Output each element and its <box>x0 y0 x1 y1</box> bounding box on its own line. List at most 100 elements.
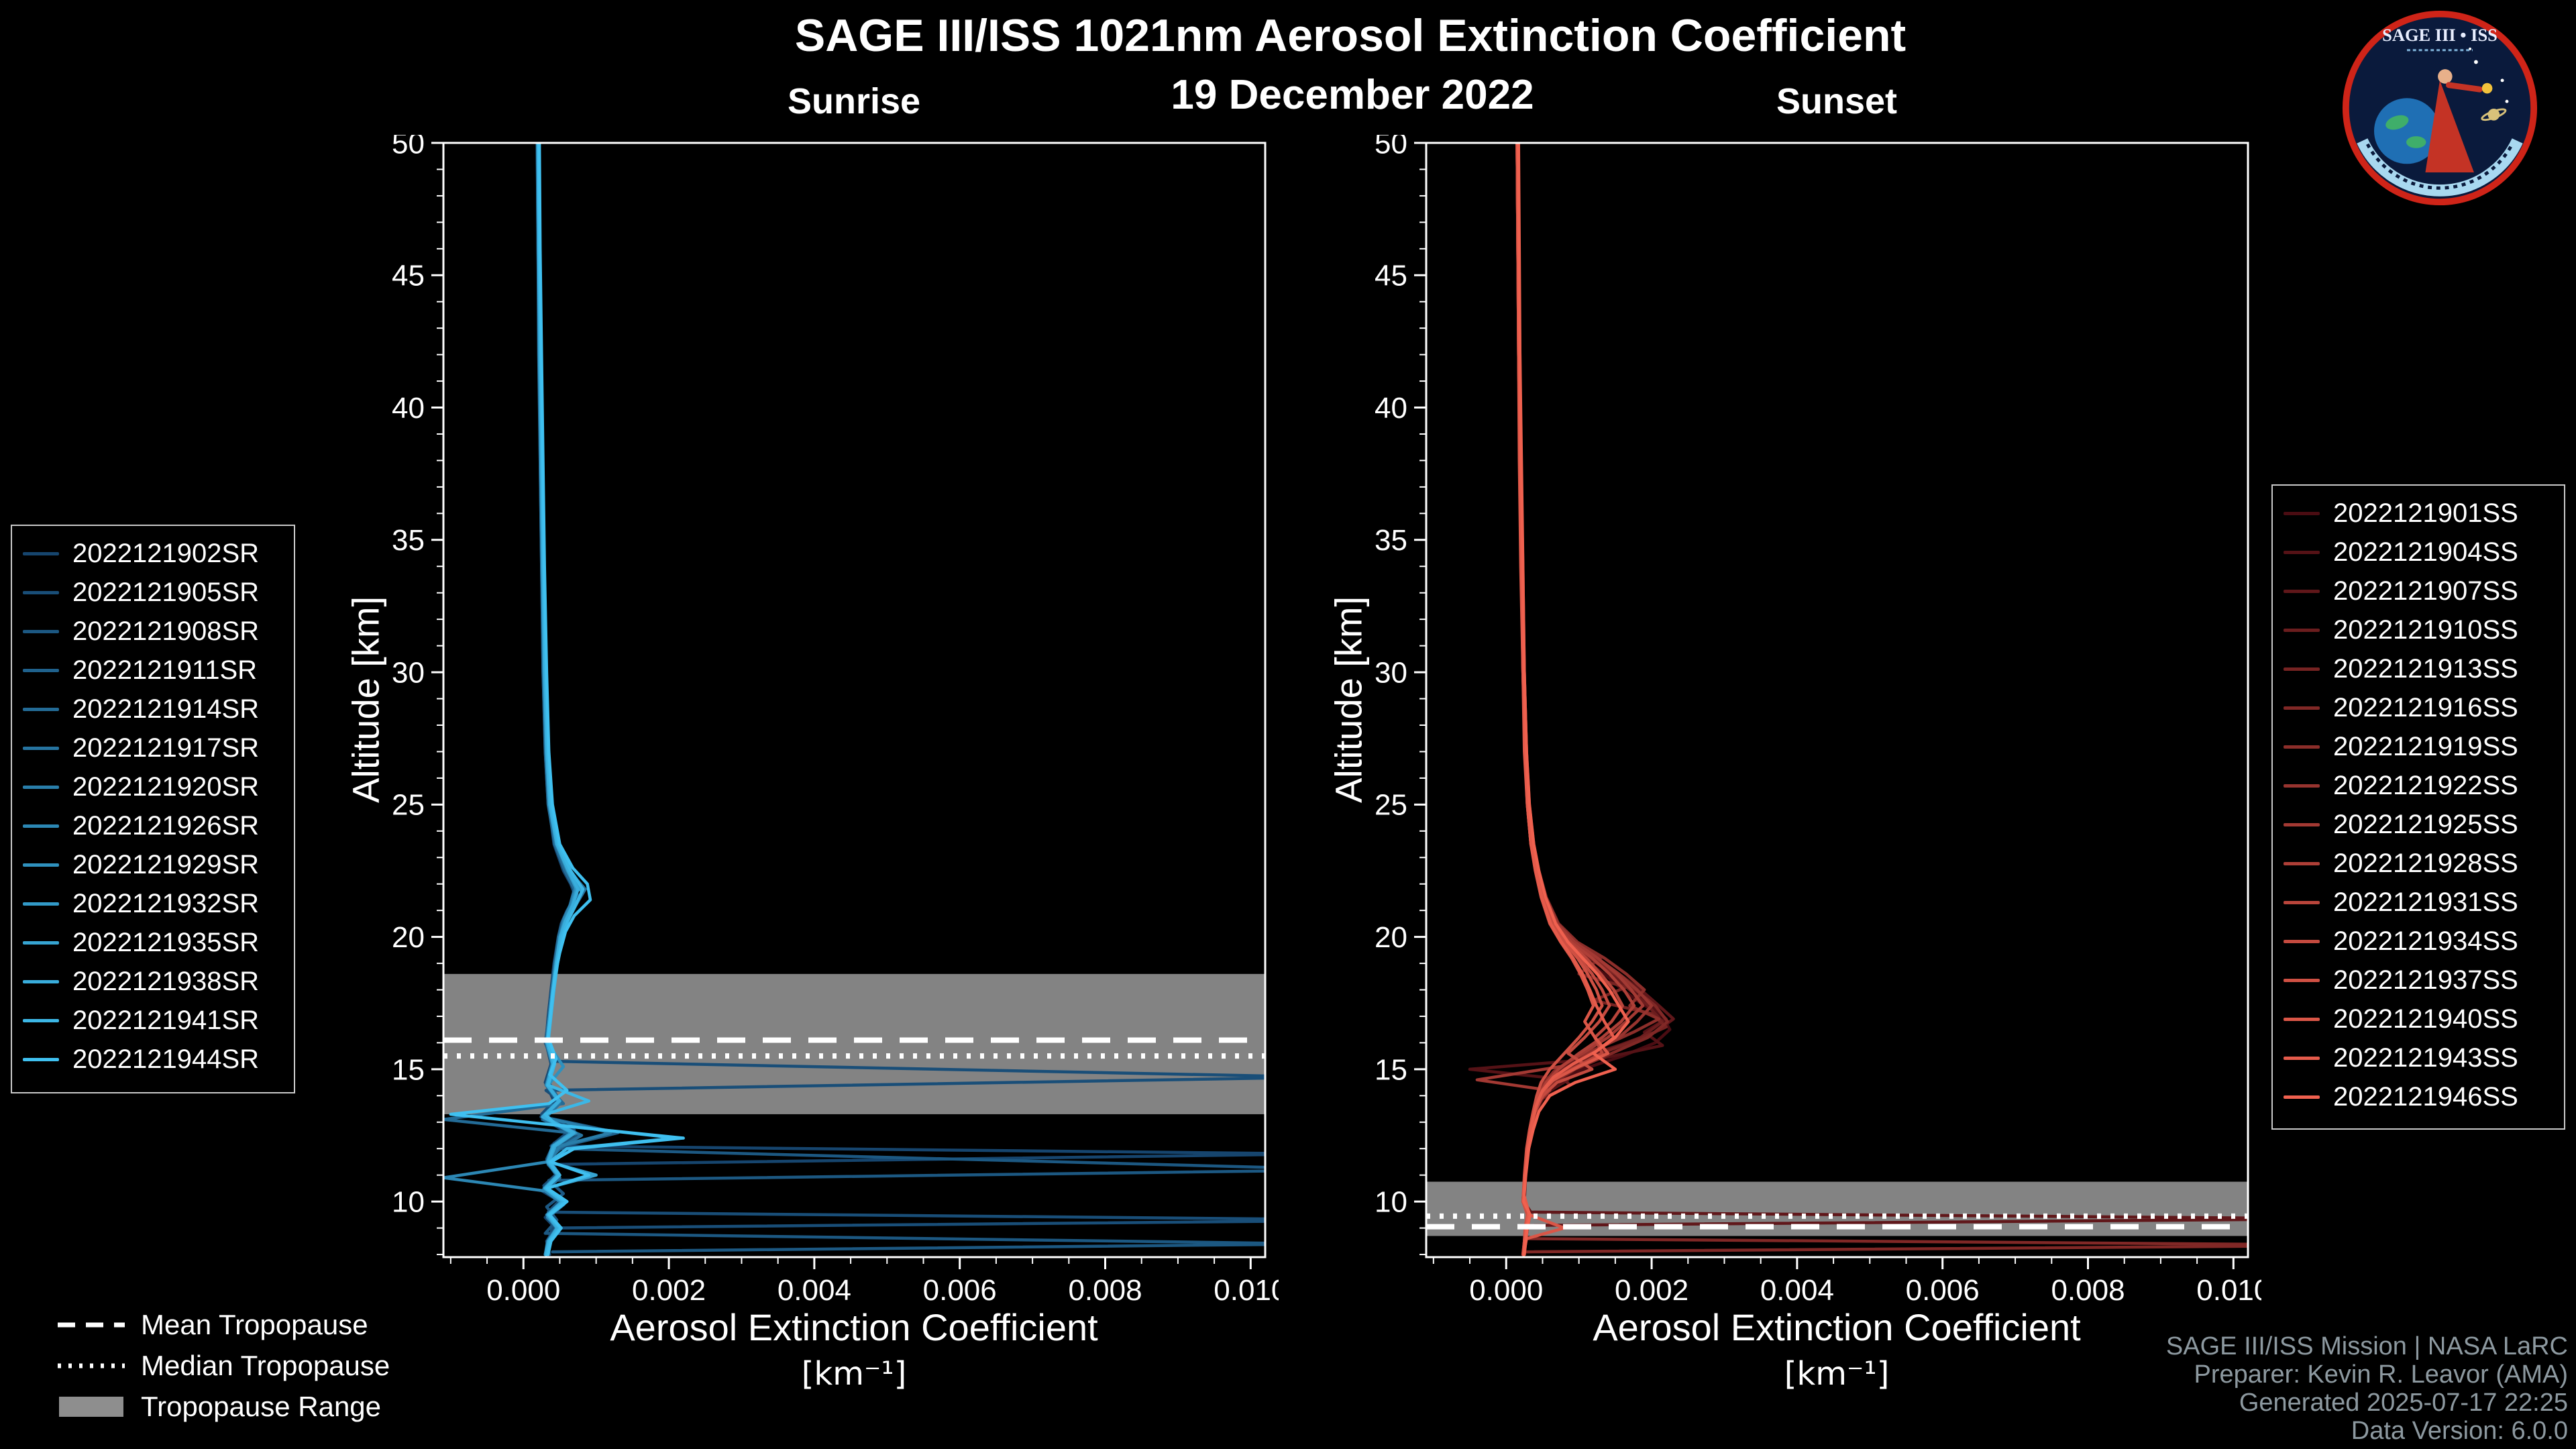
series-label: 2022121938SR <box>72 966 260 996</box>
legend-item: 2022121920SR <box>23 767 283 806</box>
legend-item: 2022121902SR <box>23 534 283 573</box>
series-label: 2022121914SR <box>72 694 260 724</box>
series-label: 2022121905SR <box>72 577 260 607</box>
legend-item: 2022121917SR <box>23 729 283 767</box>
y-tick-label: 45 <box>392 260 425 292</box>
series-label: 2022121902SR <box>72 538 260 568</box>
series-label: 2022121904SS <box>2333 537 2518 567</box>
x-tick-label: 0.006 <box>1906 1274 1980 1307</box>
series-label: 2022121943SS <box>2333 1042 2518 1073</box>
series-label: 2022121931SS <box>2333 887 2518 917</box>
series-color-swatch <box>23 785 59 789</box>
legend-item: 2022121905SR <box>23 573 283 612</box>
legend-item: 2022121938SR <box>23 962 283 1001</box>
tropopause-legend-row: Tropopause Range <box>56 1386 390 1427</box>
series-color-swatch <box>2284 745 2320 749</box>
sunrise-legend: 2022121902SR 2022121905SR 2022121908SR 2022… <box>11 525 295 1093</box>
series-color-swatch <box>2284 628 2320 632</box>
series-color-swatch <box>2284 550 2320 554</box>
x-axis-label-sunrise: Aerosol Extinction Coefficient <box>610 1306 1098 1348</box>
footer-line: Preparer: Kevin R. Leavor (AMA) <box>2194 1360 2568 1389</box>
series-color-swatch <box>2284 978 2320 982</box>
x-tick-label: 0.004 <box>777 1274 851 1307</box>
series-color-swatch <box>2284 939 2320 943</box>
series-color-swatch <box>2284 1095 2320 1099</box>
series-color-swatch <box>2284 1017 2320 1021</box>
legend-item: 2022121908SR <box>23 612 283 651</box>
legend-item: 2022121926SR <box>23 806 283 845</box>
y-tick-label: 45 <box>1375 260 1407 292</box>
series-color-swatch <box>2284 900 2320 904</box>
x-tick-label: 0.008 <box>2051 1274 2125 1307</box>
series-label: 2022121907SS <box>2333 576 2518 606</box>
logo-sun <box>2481 83 2493 94</box>
series-color-swatch <box>23 629 59 633</box>
x-axis-units-sunset: [km⁻¹] <box>1784 1355 1890 1393</box>
series-label: 2022121946SS <box>2333 1081 2518 1112</box>
tropopause-legend-label: Median Tropopause <box>141 1349 390 1381</box>
series-color-swatch <box>23 1018 59 1022</box>
legend-item: 2022121919SS <box>2284 727 2553 766</box>
series-color-swatch <box>2284 511 2320 515</box>
legend-item: 2022121937SS <box>2284 961 2553 1000</box>
logo-figure-arm <box>2446 82 2483 93</box>
footer-line: SAGE III/ISS Mission | NASA LaRC <box>2165 1332 2568 1360</box>
x-tick-label: 0.006 <box>923 1274 997 1307</box>
legend-item: 2022121914SR <box>23 690 283 729</box>
series-color-swatch <box>23 746 59 750</box>
sunset-legend: 2022121901SS 2022121904SS 2022121907SS 2022… <box>2271 484 2565 1130</box>
logo-earth <box>2374 98 2440 164</box>
x-tick-label: 0.010 <box>1214 1274 1279 1307</box>
legend-item: 2022121911SR <box>23 651 283 690</box>
tropopause-legend-label: Tropopause Range <box>141 1390 382 1422</box>
series-label: 2022121910SS <box>2333 614 2518 645</box>
series-label: 2022121916SS <box>2333 692 2518 722</box>
dashed-swatch <box>58 1322 125 1327</box>
y-tick-label: 50 <box>392 135 425 160</box>
profile-2022121925SS <box>1475 143 1645 1256</box>
logo-figure-robe <box>2425 80 2474 173</box>
series-color-swatch <box>23 668 59 672</box>
y-tick-label: 20 <box>1375 921 1407 954</box>
profile-2022121907SS <box>1516 143 2248 1256</box>
profile-2022121944SR <box>449 143 685 1256</box>
legend-item: 2022121922SS <box>2284 766 2553 805</box>
tropopause-legend-row: Median Tropopause <box>56 1345 390 1386</box>
y-tick-label: 20 <box>392 921 425 954</box>
tropopause-legend: Mean Tropopause Median Tropopause Tropopau… <box>56 1304 390 1427</box>
legend-item: 2022121904SS <box>2284 533 2553 572</box>
legend-item: 2022121941SR <box>23 1001 283 1040</box>
logo-earth-land <box>2385 115 2409 130</box>
credits-footer: SAGE III/ISS Mission | NASA LaRC Preparer… <box>2166 1332 2568 1445</box>
series-color-swatch <box>23 590 59 594</box>
series-label: 2022121920SR <box>72 771 260 802</box>
legend-item: 2022121934SS <box>2284 922 2553 961</box>
series-label: 2022121925SS <box>2333 809 2518 839</box>
series-color-swatch <box>2284 784 2320 788</box>
legend-item: 2022121931SS <box>2284 883 2553 922</box>
x-tick-label: 0.002 <box>632 1274 706 1307</box>
series-color-swatch <box>23 551 59 555</box>
series-label: 2022121937SS <box>2333 965 2518 995</box>
legend-item: 2022121932SR <box>23 884 283 923</box>
legend-item: 2022121940SS <box>2284 1000 2553 1038</box>
y-tick-label: 25 <box>392 789 425 822</box>
series-label: 2022121934SS <box>2333 926 2518 956</box>
series-label: 2022121913SS <box>2333 653 2518 684</box>
series-label: 2022121941SR <box>72 1005 260 1035</box>
series-label: 2022121935SR <box>72 927 260 957</box>
sunset-chart: 0.000 0.002 0.004 0.006 0.008 0.010 10 15 20 25 30… <box>1375 135 2261 1307</box>
y-tick-label: 35 <box>392 524 425 557</box>
y-tick-label: 30 <box>1375 656 1407 689</box>
y-tick-label: 35 <box>1375 524 1407 557</box>
series-label: 2022121901SS <box>2333 498 2518 528</box>
sunrise-panel-title: Sunrise <box>787 81 921 121</box>
series-label: 2022121932SR <box>72 888 260 918</box>
legend-item: 2022121943SS <box>2284 1038 2553 1077</box>
profile-2022121916SS <box>1515 143 2248 1254</box>
sunrise-chart: 0.000 0.002 0.004 0.006 0.008 0.010 10 15 20 25 30… <box>392 135 1279 1307</box>
legend-item: 2022121907SS <box>2284 572 2553 610</box>
legend-item: 2022121946SS <box>2284 1077 2553 1116</box>
y-tick-label: 30 <box>392 656 425 689</box>
series-color-swatch <box>2284 589 2320 593</box>
